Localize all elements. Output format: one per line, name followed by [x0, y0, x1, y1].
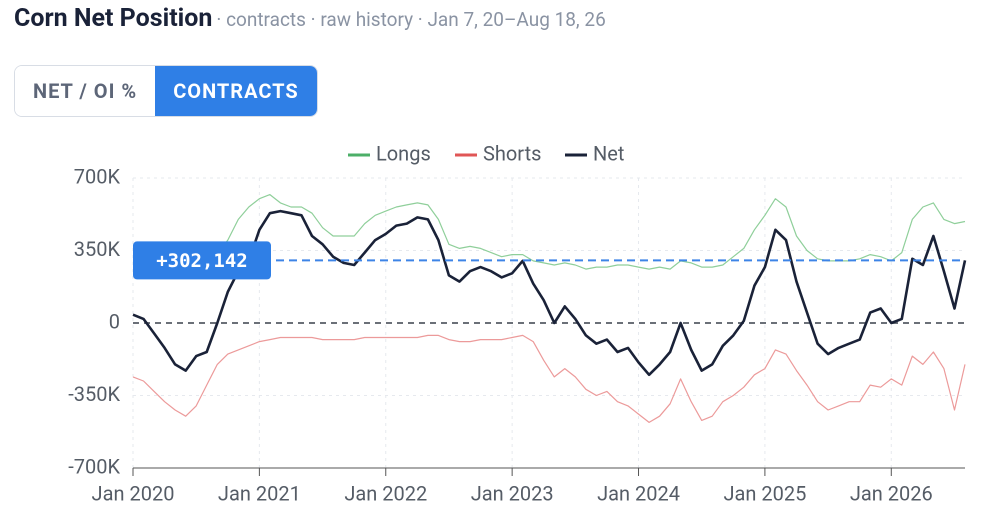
x-tick-label: Jan 2022: [344, 481, 427, 505]
y-tick-label: -700K: [68, 454, 120, 478]
series-line: [132, 209, 967, 377]
legend-label: Longs: [376, 141, 431, 165]
legend-label: Net: [593, 141, 624, 165]
x-tick-label: Jan 2023: [471, 481, 554, 505]
current-label: +302,142: [156, 250, 248, 272]
title: Corn Net Position: [14, 4, 213, 33]
toggle-option[interactable]: CONTRACTS: [155, 66, 317, 116]
header: Corn Net Position · contracts · raw histo…: [14, 4, 606, 33]
current-badge: [133, 241, 271, 280]
legend: Longs Shorts Net: [348, 141, 624, 165]
subtitle: · contracts · raw history · Jan 7, 20–Au…: [216, 8, 606, 31]
x-tick-label: Jan 2025: [723, 481, 806, 505]
y-tick-label: 700K: [74, 164, 121, 188]
y-tick-label: 0: [109, 309, 120, 333]
x-tick-label: Jan 2020: [92, 481, 175, 505]
legend-label: Shorts: [483, 141, 541, 165]
x-tick-label: Jan 2021: [218, 481, 301, 505]
series-line: [132, 334, 966, 423]
toggle: NET / OI % CONTRACTS: [14, 65, 318, 117]
y-tick-label: 350K: [74, 237, 121, 261]
y-tick-label: -350K: [68, 382, 120, 406]
x-tick-label: Jan 2026: [850, 481, 933, 505]
toggle-option[interactable]: NET / OI %: [15, 66, 156, 116]
x-tick-label: Jan 2024: [597, 481, 680, 505]
